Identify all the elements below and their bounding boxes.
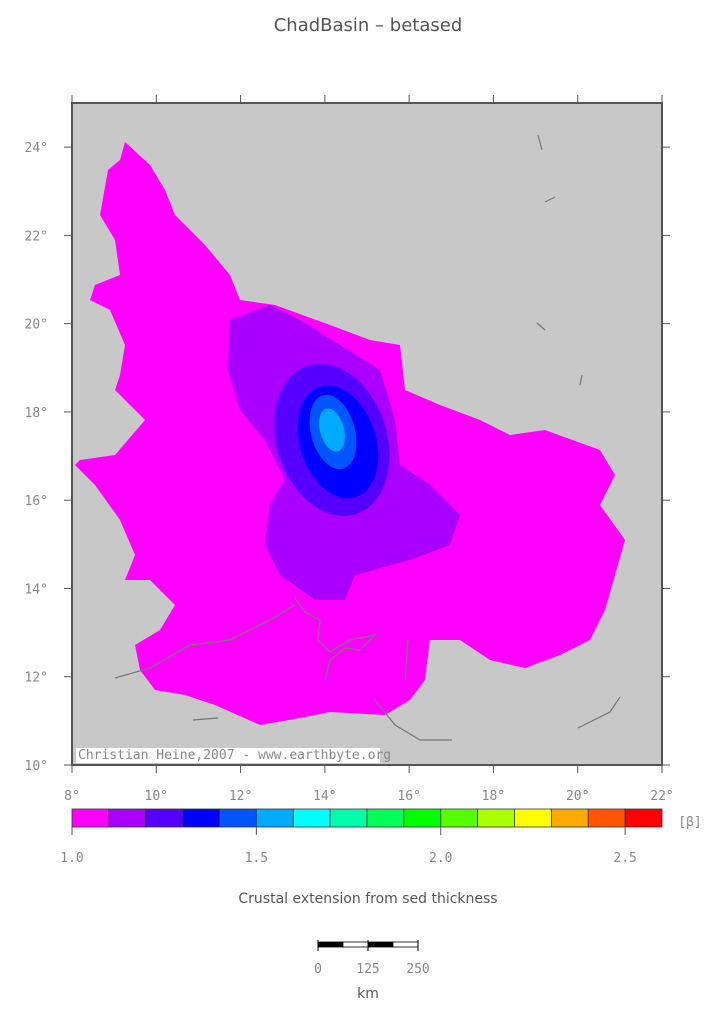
lon-label: 18° xyxy=(482,789,505,804)
scale-label: 250 xyxy=(406,962,429,977)
colorbar-swatch xyxy=(71,808,110,828)
colorbar-swatch xyxy=(477,808,515,828)
lon-label: 8° xyxy=(64,789,80,804)
scale-unit: km xyxy=(357,986,379,1002)
lat-label: 18° xyxy=(25,406,48,421)
rivers-borders xyxy=(114,134,621,741)
credit-box xyxy=(76,748,380,763)
scale-label: 125 xyxy=(356,962,379,977)
colorbar-swatch xyxy=(440,808,479,828)
colorbar-swatch xyxy=(255,808,294,828)
colorbar-swatch xyxy=(145,808,184,828)
lon-label: 16° xyxy=(397,789,420,804)
colorbar-swatch xyxy=(514,808,552,828)
scale-label: 0 xyxy=(314,962,322,977)
scale-segment xyxy=(317,941,344,948)
colorbar-unit: [β] xyxy=(678,815,701,830)
map-frame xyxy=(71,102,663,766)
lat-label: 22° xyxy=(25,229,48,244)
credit: Christian Heine,2007 - www.earthbyte.org xyxy=(78,748,391,763)
colorbar-swatch xyxy=(366,808,405,828)
colorbar-swatch xyxy=(550,808,589,828)
colorbar-tick-label: 1.5 xyxy=(245,851,268,866)
colorbar-swatch xyxy=(108,808,147,828)
lon-label: 12° xyxy=(229,789,252,804)
title: ChadBasin – betased xyxy=(274,15,463,36)
scale-segment xyxy=(342,941,369,948)
colorbar-swatch xyxy=(624,808,663,828)
lat-label: 12° xyxy=(25,671,48,686)
lat-label: 24° xyxy=(25,141,48,156)
colorbar-tick-label: 1.0 xyxy=(60,851,83,866)
colorbar-tick-label: 2.0 xyxy=(429,851,452,866)
lat-label: 16° xyxy=(25,494,48,509)
scale-segment xyxy=(392,941,419,948)
scale-segment xyxy=(367,941,394,948)
beta-zone xyxy=(319,408,345,452)
lon-label: 22° xyxy=(650,789,673,804)
colorbar-swatch xyxy=(403,808,442,828)
lon-label: 20° xyxy=(566,789,589,804)
colorbar-label: Crustal extension from sed thickness xyxy=(238,891,497,907)
lat-label: 10° xyxy=(25,759,48,774)
lon-label: 10° xyxy=(145,789,168,804)
colorbar-swatch xyxy=(219,808,257,828)
colorbar-tick-label: 2.5 xyxy=(613,851,636,866)
lat-label: 14° xyxy=(25,582,48,597)
colorbar-swatch xyxy=(292,808,331,828)
colorbar-swatch xyxy=(182,808,220,828)
lat-label: 20° xyxy=(25,318,48,333)
colorbar-swatch xyxy=(329,808,368,828)
colorbar-swatch xyxy=(587,808,626,828)
lon-label: 14° xyxy=(313,789,336,804)
